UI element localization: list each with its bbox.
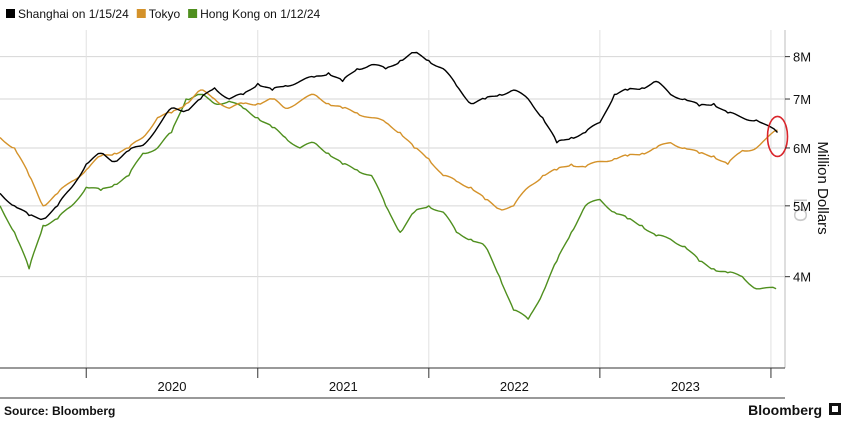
legend-swatch	[6, 9, 15, 18]
series-lines	[0, 51, 779, 320]
watermark-text: LO	[790, 198, 810, 222]
series-line	[0, 51, 779, 221]
x-tick-label: 2020	[158, 379, 187, 394]
legend-swatch	[136, 9, 146, 18]
brand-icon	[829, 403, 841, 415]
legend-label: Shanghai on 1/15/24	[18, 7, 129, 21]
legend-label: Tokyo	[149, 7, 181, 21]
grid-lines	[0, 30, 786, 399]
watermark-group: LO	[790, 198, 810, 222]
legend-label: Hong Kong on 1/12/24	[200, 7, 320, 21]
x-tick-label: 2023	[671, 379, 700, 394]
y-tick-label: 7M	[793, 92, 811, 107]
y-tick-label: 5M	[793, 199, 811, 214]
legend-swatch	[188, 9, 198, 18]
series-line	[0, 93, 777, 320]
brand-logo: Bloomberg	[748, 402, 822, 418]
annotation-circle	[766, 115, 789, 158]
y-tick-label: 6M	[793, 141, 811, 156]
source-note: Source: Bloomberg	[4, 404, 115, 418]
x-tick-label: 2022	[500, 379, 529, 394]
legend: Shanghai on 1/15/24 Tokyo Hong Kong on 1/1…	[6, 7, 321, 21]
x-axis-ticks: 2020 2021 2022 2023	[85, 368, 772, 394]
x-tick-label: 2021	[329, 379, 358, 394]
y-tick-label: 8M	[793, 50, 811, 65]
series-line	[0, 89, 778, 211]
y-axis-label: Million Dollars	[814, 141, 831, 234]
annotations	[766, 115, 789, 158]
y-axis-ticks: 4M 5M 6M 7M 8M	[785, 50, 811, 285]
y-tick-label: 4M	[793, 270, 811, 285]
